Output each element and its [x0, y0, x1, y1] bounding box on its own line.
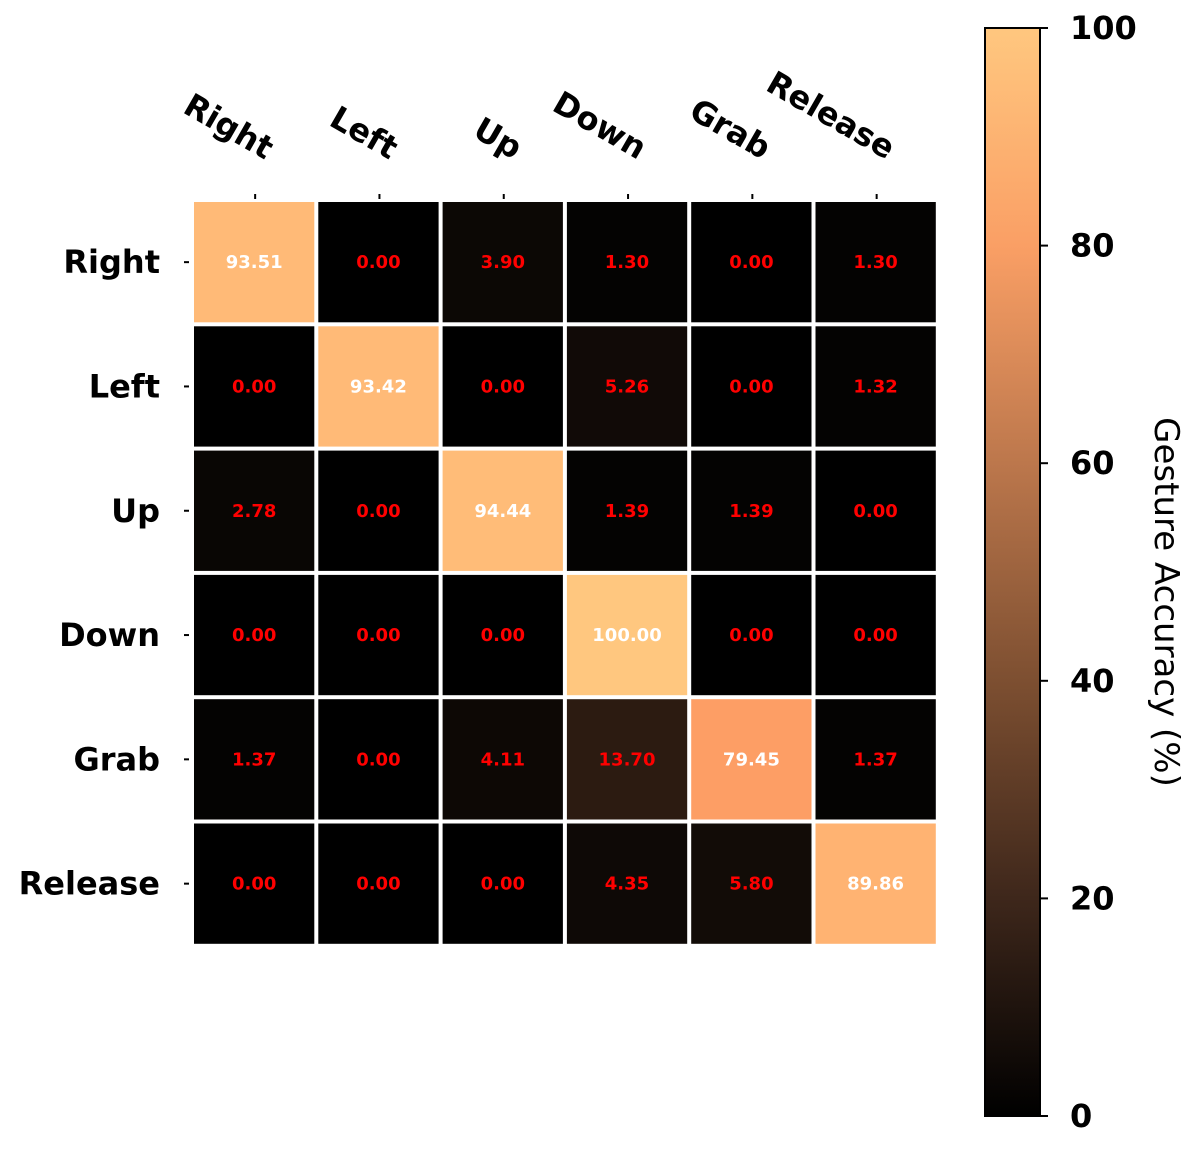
y-tick-label: Release [19, 865, 160, 903]
heatmap-cell [815, 823, 936, 944]
cell-value-label: 79.45 [723, 749, 780, 770]
cell-value-label: 100.00 [592, 625, 661, 646]
cell-value-label: 0.00 [481, 874, 525, 895]
cell-value-label: 0.00 [729, 376, 773, 397]
heatmap-cell [691, 699, 812, 820]
cell-value-label: 0.00 [729, 625, 773, 646]
heatmap-cell [442, 450, 563, 571]
x-tick-label: Release [760, 63, 901, 167]
cell-value-label: 0.00 [853, 501, 897, 522]
heatmap-cell [815, 326, 936, 447]
cell-value-label: 0.00 [232, 625, 276, 646]
heatmap-cell [194, 574, 315, 696]
cell-value-label: 94.44 [474, 501, 531, 522]
colorbar-tick-label: 60 [1070, 444, 1115, 482]
cell-value-label: 93.42 [350, 376, 407, 397]
cell-value-label: 5.26 [605, 376, 649, 397]
cell-value-label: 3.90 [481, 252, 525, 273]
x-tick-label: Down [547, 84, 653, 167]
colorbar-gradient [984, 27, 1041, 1117]
heatmap-grid: 93.51 0.00 3.90 1.30 0.00 1.30 0.00 93.42 0.00 5.… [192, 200, 938, 946]
heatmap-cell [691, 823, 812, 944]
cell-value-label: 1.37 [853, 749, 897, 770]
heatmap-cell [318, 574, 439, 696]
heatmap-cell [691, 326, 812, 447]
heatmap-background [192, 200, 938, 946]
cell-value-label: 2.78 [232, 501, 276, 522]
heatmap-cell [442, 699, 563, 820]
heatmap-cell [566, 450, 688, 571]
heatmap-cell [318, 202, 439, 323]
heatmap-cell [318, 326, 439, 447]
cell-value-label: 0.00 [356, 252, 400, 273]
cell-value-label: 0.00 [356, 501, 400, 522]
y-tick-label: Up [111, 492, 160, 530]
heatmap-cell [194, 202, 315, 323]
heatmap-cell [815, 699, 936, 820]
heatmap-cell [566, 699, 688, 820]
heatmap-cell [691, 202, 812, 323]
colorbar: 0 20 40 60 80 100 Gesture Accuracy (%) [984, 9, 1186, 1135]
colorbar-tick-label: 40 [1070, 662, 1115, 700]
x-tick-label: Left [324, 98, 405, 167]
cell-value-label: 0.00 [729, 252, 773, 273]
heatmap-cell [815, 202, 936, 323]
heatmap-cell [442, 202, 563, 323]
cell-value-label: 1.30 [853, 252, 897, 273]
heatmap-cell [194, 823, 315, 944]
x-tick-label: Up [467, 110, 528, 167]
x-tick-label: Grab [683, 91, 777, 167]
heatmap-cell [442, 326, 563, 447]
y-axis: Right Left Up Down Grab Release [19, 243, 189, 903]
cell-value-label: 0.00 [481, 376, 525, 397]
cell-value-label: 89.86 [847, 874, 904, 895]
y-tick-label: Down [59, 616, 160, 654]
cell-value-label: 1.39 [729, 501, 773, 522]
colorbar-tick-label: 80 [1070, 227, 1115, 265]
cell-value-label: 0.00 [232, 874, 276, 895]
colorbar-title: Gesture Accuracy (%) [1146, 417, 1186, 787]
cell-value-label: 0.00 [356, 874, 400, 895]
cell-value-label: 1.37 [232, 749, 276, 770]
heatmap-cell [318, 823, 439, 944]
heatmap-cell [566, 574, 688, 696]
heatmap-cell [815, 574, 936, 696]
heatmap-cell [194, 450, 315, 571]
cell-value-label: 5.80 [729, 874, 773, 895]
cell-value-label: 0.00 [853, 625, 897, 646]
heatmap-cell [442, 574, 563, 696]
heatmap-cell [691, 574, 812, 696]
colorbar-tick-label: 0 [1070, 1097, 1092, 1135]
heatmap-cell [318, 450, 439, 571]
x-tick-label: Right [177, 86, 280, 167]
heatmap-cell [566, 202, 688, 323]
heatmap-cell [566, 823, 688, 944]
cell-value-label: 1.39 [605, 501, 649, 522]
heatmap-cell [566, 326, 688, 447]
cell-value-label: 0.00 [356, 625, 400, 646]
cell-value-label: 1.30 [605, 252, 649, 273]
heatmap-cell [194, 326, 315, 447]
colorbar-tick-label: 100 [1070, 9, 1137, 47]
y-tick-label: Left [89, 367, 160, 405]
heatmap-cell [815, 450, 936, 571]
cell-value-label: 0.00 [356, 749, 400, 770]
colorbar-tick-label: 20 [1070, 879, 1115, 917]
cell-value-label: 4.11 [481, 749, 525, 770]
heatmap-cell [194, 699, 315, 820]
cell-value-label: 93.51 [226, 252, 283, 273]
y-tick-label: Grab [73, 740, 160, 778]
cell-value-label: 4.35 [605, 874, 649, 895]
heatmap-cell [691, 450, 812, 571]
y-tick-label: Right [63, 243, 160, 281]
cell-value-label: 1.32 [853, 376, 897, 397]
heatmap-cell [442, 823, 563, 944]
cell-value-label: 13.70 [599, 749, 656, 770]
cell-value-label: 0.00 [481, 625, 525, 646]
heatmap-cell [318, 699, 439, 820]
cell-value-label: 0.00 [232, 376, 276, 397]
